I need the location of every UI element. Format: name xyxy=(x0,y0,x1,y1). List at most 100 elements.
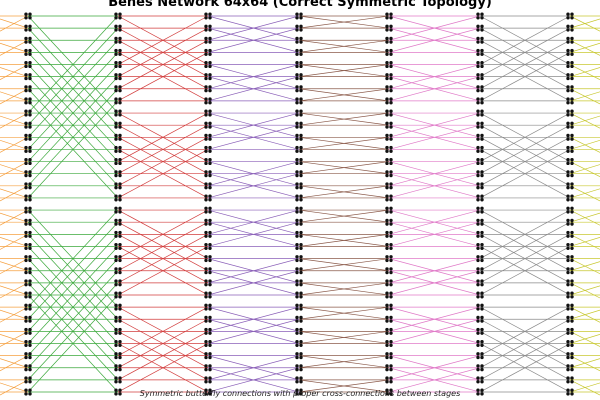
links xyxy=(0,15,600,396)
switch-port xyxy=(28,270,32,275)
stage-link xyxy=(388,221,481,247)
switch-port xyxy=(204,380,208,384)
stage-link xyxy=(298,136,390,150)
switch-port xyxy=(299,267,303,271)
switch xyxy=(476,218,484,226)
switch xyxy=(24,230,32,238)
stage-link xyxy=(298,306,390,320)
switch-port xyxy=(118,24,122,29)
switch-port xyxy=(295,113,299,117)
switch-port xyxy=(566,185,570,190)
switch-port xyxy=(389,392,393,396)
switch-port xyxy=(299,76,303,81)
switch-port xyxy=(299,319,303,323)
switch-port xyxy=(570,295,574,299)
switch-port xyxy=(566,319,570,323)
switch-port xyxy=(118,282,122,287)
switch-port xyxy=(480,24,484,29)
switch-port xyxy=(385,327,389,332)
switch-port xyxy=(389,307,393,311)
switch-port xyxy=(299,97,303,101)
switch-port xyxy=(476,206,480,210)
switch-port xyxy=(389,218,393,223)
switch-port xyxy=(385,133,389,138)
switch-port xyxy=(476,170,480,174)
switch-port xyxy=(476,85,480,89)
switch xyxy=(476,133,484,141)
switch xyxy=(566,158,574,166)
switch-port xyxy=(295,170,299,174)
switch-port xyxy=(299,12,303,16)
switch xyxy=(24,242,32,250)
stage-link xyxy=(27,234,119,332)
switch-port xyxy=(295,234,299,238)
switch xyxy=(24,303,32,311)
switch xyxy=(204,36,212,44)
switch-port xyxy=(385,36,389,41)
switch-port xyxy=(24,392,28,396)
switch xyxy=(295,242,303,250)
switch-port xyxy=(208,392,212,396)
switch-port xyxy=(28,218,32,223)
switch-port xyxy=(476,315,480,320)
switch-port xyxy=(28,267,32,271)
stage-link xyxy=(117,331,209,381)
switch-port xyxy=(570,28,574,32)
switch xyxy=(114,327,122,335)
switch-port xyxy=(566,380,570,384)
switch-port xyxy=(114,158,118,162)
switch-port xyxy=(480,392,484,396)
switch-port xyxy=(385,145,389,150)
switch-port xyxy=(570,222,574,226)
switch-port xyxy=(299,315,303,320)
switch-port xyxy=(24,158,28,162)
switch-port xyxy=(385,315,389,320)
switch-port xyxy=(118,36,122,41)
switch-port xyxy=(566,206,570,210)
switch-port xyxy=(208,210,212,214)
switch-port xyxy=(570,16,574,20)
switch-port xyxy=(389,364,393,368)
switch-port xyxy=(566,376,570,380)
switch-port xyxy=(208,76,212,81)
switch-port xyxy=(204,28,208,32)
switch-port xyxy=(118,12,122,16)
switch-port xyxy=(295,218,299,223)
switch-port xyxy=(208,267,212,271)
switch xyxy=(566,61,574,69)
switch-port xyxy=(566,364,570,368)
switch-port xyxy=(208,73,212,77)
switch xyxy=(385,194,393,202)
switch-port xyxy=(204,133,208,138)
output-link xyxy=(569,115,600,126)
switch-port xyxy=(480,149,484,153)
switch-port xyxy=(28,307,32,311)
switch-port xyxy=(385,149,389,153)
switch-port xyxy=(114,125,118,129)
switch xyxy=(566,242,574,250)
switch-port xyxy=(299,246,303,250)
switch-port xyxy=(24,242,28,247)
switch xyxy=(476,12,484,20)
switch-port xyxy=(28,109,32,113)
switch-port xyxy=(299,270,303,275)
switch-port xyxy=(480,161,484,166)
stage-link xyxy=(117,234,209,284)
switch-port xyxy=(118,206,122,210)
switch-port xyxy=(570,367,574,372)
switch xyxy=(385,158,393,166)
switch-port xyxy=(299,230,303,235)
switch xyxy=(385,24,393,32)
stage-link xyxy=(27,282,119,381)
switch-port xyxy=(570,234,574,238)
switch xyxy=(566,24,574,32)
switch-port xyxy=(28,182,32,186)
switch-port xyxy=(118,319,122,323)
switch-port xyxy=(295,242,299,247)
switch xyxy=(566,376,574,384)
switch xyxy=(114,206,122,214)
switch-port xyxy=(566,125,570,129)
switch-port xyxy=(389,182,393,186)
switch-port xyxy=(24,170,28,174)
